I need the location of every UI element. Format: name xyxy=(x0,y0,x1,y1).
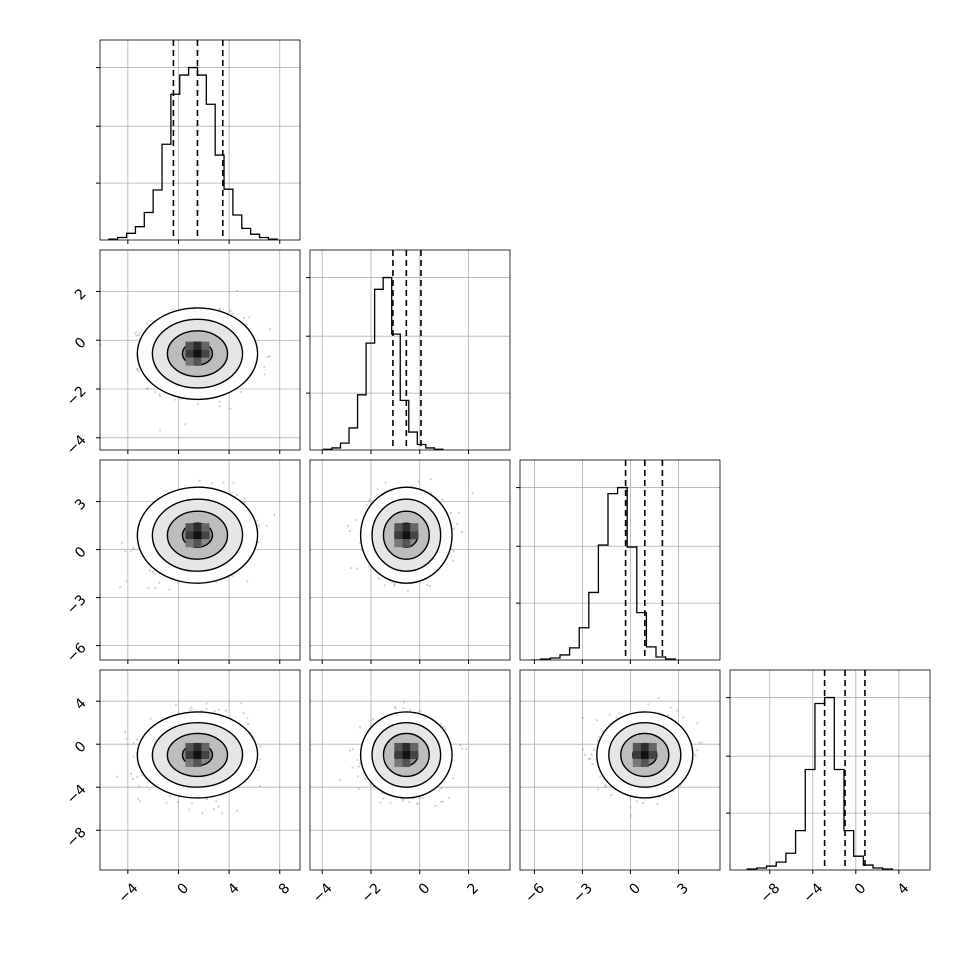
panel-3-2: −6 −3 0 3 xyxy=(519,669,721,906)
histogram-3 xyxy=(746,696,894,870)
xtick-label-0-2: 4 xyxy=(225,880,243,898)
ytick-label-1-0: −4 xyxy=(64,432,90,458)
ytick-label-1-3: 2 xyxy=(72,286,90,304)
ytick-label-2-1: −3 xyxy=(64,592,90,618)
panel-0-0 xyxy=(96,39,301,244)
density-core-3-2 xyxy=(632,742,657,767)
xtick-label-2-2: 0 xyxy=(626,880,644,898)
panel-frame-3-2 xyxy=(519,669,721,871)
ytick-label-1-2: 0 xyxy=(72,335,90,353)
xtick-label-1-0: −4 xyxy=(310,880,336,906)
density-core-2-1 xyxy=(394,523,419,548)
panel-2-2 xyxy=(516,459,721,664)
xtick-label-3-0: −8 xyxy=(757,880,783,906)
xtick-label-2-1: −3 xyxy=(570,880,596,906)
xtick-label-3-1: −4 xyxy=(800,880,826,906)
panel-3-0: −8 −4 0 4 −4 0 4 8 xyxy=(64,669,301,906)
density-core-3-1 xyxy=(394,742,419,767)
density-core-2-0 xyxy=(185,523,210,548)
panel-frame-3-0 xyxy=(99,669,301,871)
ytick-label-2-0: −6 xyxy=(64,640,90,666)
panel-frame-0-0 xyxy=(99,39,301,241)
panel-1-0: −4 −2 0 2 xyxy=(64,249,301,458)
panel-frame-1-0 xyxy=(99,249,301,451)
ytick-label-3-3: 4 xyxy=(72,695,90,713)
ytick-label-2-2: 0 xyxy=(72,544,90,562)
panel-frame-1-1 xyxy=(309,249,511,451)
density-core-3-0 xyxy=(185,742,210,767)
xtick-label-3-3: 4 xyxy=(895,880,913,898)
density-core-1-0 xyxy=(185,341,210,366)
xtick-label-0-3: 8 xyxy=(276,880,294,898)
panel-frame-3-1 xyxy=(309,669,511,871)
histogram-2 xyxy=(531,486,676,660)
ytick-label-3-2: 0 xyxy=(72,739,90,757)
histogram-0 xyxy=(108,66,278,240)
xtick-label-1-3: 2 xyxy=(465,880,483,898)
panel-3-3: −8 −4 0 4 xyxy=(726,669,931,906)
xtick-label-1-2: 0 xyxy=(416,880,434,898)
xtick-label-2-0: −6 xyxy=(522,880,548,906)
histogram-1 xyxy=(322,276,444,450)
xtick-label-0-1: 0 xyxy=(174,880,192,898)
xtick-label-0-0: −4 xyxy=(116,880,142,906)
xtick-label-2-3: 3 xyxy=(674,880,692,898)
panel-2-1 xyxy=(309,459,511,664)
panel-frame-3-3 xyxy=(729,669,931,871)
panel-1-1 xyxy=(306,249,511,454)
ytick-label-1-1: −2 xyxy=(64,383,90,409)
panel-frame-2-1 xyxy=(309,459,511,661)
ytick-label-3-0: −8 xyxy=(64,825,90,851)
xtick-label-3-2: 0 xyxy=(852,880,870,898)
panel-frame-2-0 xyxy=(99,459,301,661)
panel-3-1: −4 −2 0 2 xyxy=(309,669,511,906)
ytick-label-3-1: −4 xyxy=(64,781,90,807)
ytick-label-2-3: 3 xyxy=(72,496,90,514)
panel-frame-2-2 xyxy=(519,459,721,661)
panel-2-0: −6 −3 0 3 xyxy=(64,459,301,666)
xtick-label-1-1: −2 xyxy=(359,880,385,906)
